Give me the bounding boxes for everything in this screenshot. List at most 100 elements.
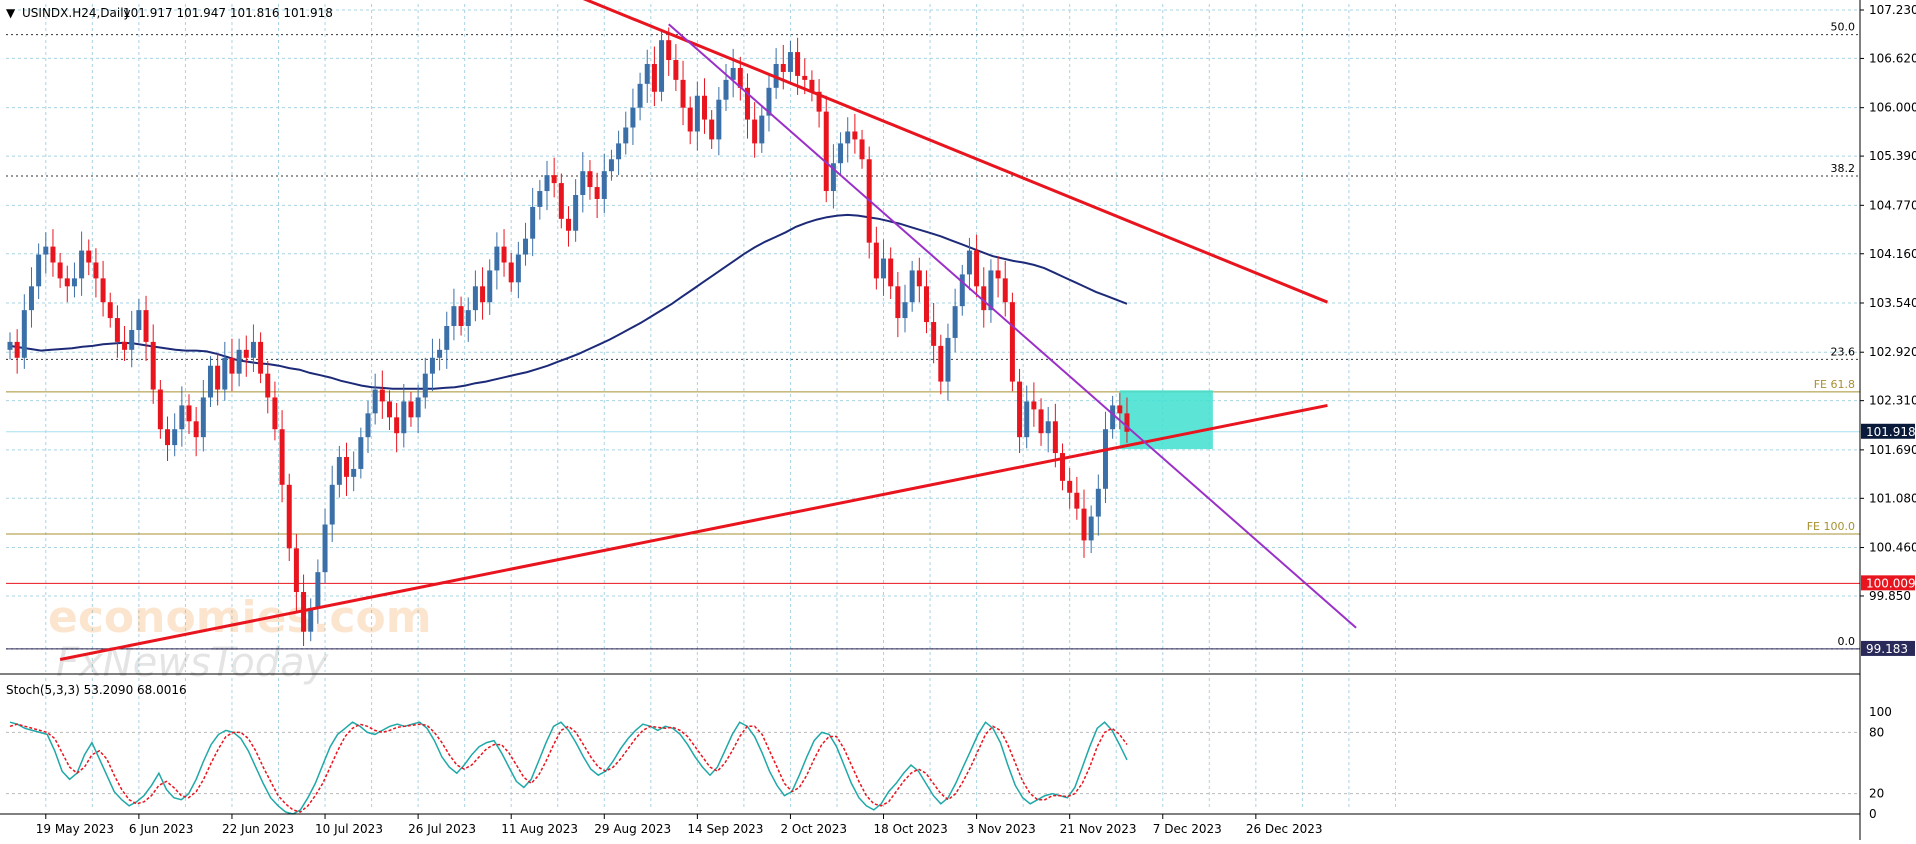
candle-bullish	[79, 250, 85, 279]
candle-bearish	[895, 286, 901, 319]
candle-bullish	[988, 270, 994, 311]
candle-bullish	[207, 365, 213, 398]
candle-bullish	[365, 413, 371, 438]
dropdown-arrow-icon[interactable]: ▼	[6, 6, 16, 20]
candle-bullish	[608, 159, 614, 172]
price-tag-label: 100.009	[1866, 576, 1916, 590]
candle-bearish	[193, 421, 199, 438]
candle-bullish	[759, 115, 765, 144]
candle-bullish	[1110, 405, 1116, 430]
candle-bearish	[1052, 421, 1058, 454]
candle-bearish	[501, 246, 507, 263]
candle-bullish	[637, 83, 643, 108]
candle-bearish	[408, 401, 414, 418]
candles	[7, 27, 1130, 646]
watermark: economies.com FxNewsToday	[48, 592, 432, 686]
candle-bearish	[1081, 508, 1087, 541]
moving-average-line	[9, 213, 1128, 390]
candle-bearish	[14, 341, 20, 358]
candle-bullish	[444, 326, 450, 350]
candle-bullish	[358, 437, 364, 469]
candle-bullish	[630, 107, 636, 128]
candle-bearish	[100, 278, 106, 303]
candle-bearish	[587, 171, 593, 188]
candle-bullish	[830, 163, 836, 192]
candle-bearish	[702, 95, 708, 120]
candle-bearish	[780, 63, 786, 72]
candle-bullish	[1102, 429, 1108, 489]
candle-bearish	[64, 278, 70, 287]
candle-bullish	[437, 349, 443, 358]
candle-bearish	[265, 373, 271, 398]
date-label: 22 Jun 2023	[222, 822, 294, 836]
stoch-level-label: 80	[1869, 725, 1884, 739]
date-label: 7 Dec 2023	[1153, 822, 1222, 836]
candle-bullish	[1088, 516, 1094, 541]
candle-bullish	[530, 206, 536, 239]
candle-bullish	[766, 87, 772, 116]
price-tick-label: 99.850	[1869, 589, 1911, 603]
candle-bearish	[107, 302, 113, 319]
candle-bullish	[716, 99, 722, 140]
candle-bullish	[694, 95, 700, 132]
candle-bearish	[344, 457, 350, 477]
candle-bullish	[952, 306, 958, 338]
candle-bearish	[873, 242, 879, 279]
candle-bullish	[902, 302, 908, 319]
candle-bullish	[179, 405, 185, 430]
date-label: 18 Oct 2023	[874, 822, 948, 836]
candle-bearish	[737, 67, 743, 88]
candle-bullish	[515, 254, 521, 283]
candle-bullish	[21, 310, 27, 358]
price-tick-label: 106.620	[1869, 51, 1916, 65]
date-label: 3 Nov 2023	[967, 822, 1036, 836]
candle-bullish	[200, 397, 206, 438]
candle-bearish	[809, 79, 815, 92]
candle-bullish	[966, 250, 972, 275]
candle-bearish	[981, 286, 987, 311]
candle-bullish	[136, 310, 142, 330]
date-label: 14 Sep 2023	[687, 822, 763, 836]
candle-bearish	[57, 262, 63, 279]
date-label: 29 Aug 2023	[594, 822, 671, 836]
watermark-line2: FxNewsToday	[56, 640, 330, 686]
date-label: 21 Nov 2023	[1060, 822, 1137, 836]
candle-bullish	[659, 40, 665, 92]
price-tick-label: 104.770	[1869, 198, 1916, 212]
candle-bullish	[845, 131, 851, 144]
candle-bullish	[623, 127, 629, 144]
candle-bullish	[730, 67, 736, 80]
price-tick-label: 100.460	[1869, 541, 1916, 555]
candle-bearish	[687, 107, 693, 132]
candle-bullish	[544, 175, 550, 192]
stoch-level-label: 0	[1869, 807, 1877, 821]
candle-bullish	[250, 341, 256, 358]
candle-bearish	[666, 40, 672, 61]
candle-bullish	[909, 270, 915, 303]
candle-bearish	[394, 417, 400, 434]
candle-bullish	[415, 397, 421, 418]
candle-bullish	[451, 306, 457, 327]
trendline-purple-falling	[668, 23, 1357, 629]
candle-bearish	[859, 139, 865, 160]
stoch-main-line	[9, 721, 1128, 815]
stoch-signal-line	[9, 723, 1128, 813]
candle-bullish	[616, 143, 622, 160]
stoch-level-label: 100	[1869, 705, 1892, 719]
candle-bullish	[71, 278, 77, 287]
fe-level-label: FE 61.8	[1814, 378, 1855, 391]
candle-bullish	[222, 357, 228, 390]
candle-bullish	[472, 286, 478, 311]
candle-bearish	[752, 119, 758, 144]
fib-level-label: 23.6	[1831, 345, 1856, 358]
candle-bullish	[236, 349, 242, 374]
grid	[6, 4, 1860, 810]
candle-bearish	[1124, 413, 1130, 432]
candle-bullish	[601, 171, 607, 199]
chart-header: ▼ USINDX.H24,Daily 101.917 101.947 101.8…	[6, 6, 333, 20]
candle-bearish	[551, 175, 557, 184]
candle-bullish	[36, 254, 42, 287]
